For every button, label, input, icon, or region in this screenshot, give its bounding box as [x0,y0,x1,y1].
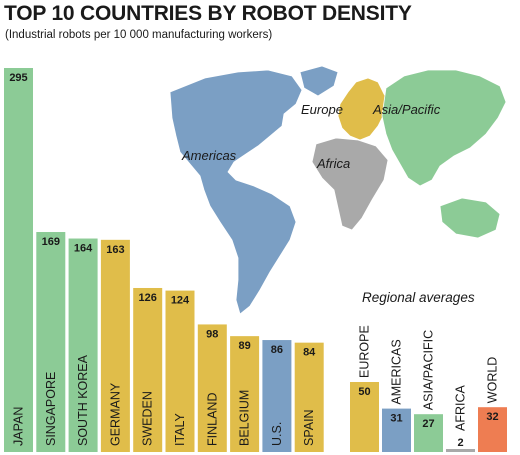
bar-japan [4,68,33,452]
bar-value-singapore: 169 [42,236,60,248]
bar-label-u-s: U.S. [270,422,284,446]
bar-spain [294,342,324,452]
region-bar-europe [350,382,379,452]
bar-germany [100,239,130,452]
world-map: Americas Europe Asia/Pacific Africa [169,65,507,315]
bar-label-belgium: BELGIUM [238,390,252,446]
region-bar-africa [446,449,475,452]
bar-u-s [262,340,292,452]
bar-south-korea [68,238,98,452]
bar-belgium [230,336,260,452]
region-bar-asia-pacific [414,414,443,452]
chart-title: TOP 10 COUNTRIES BY ROBOT DENSITY [4,2,412,25]
bar-label-singapore: SINGAPORE [44,372,58,446]
bar-value-belgium: 89 [238,340,250,352]
bar-label-germany: GERMANY [108,382,122,446]
map-label-americas: Americas [181,148,237,163]
bar-label-finland: FINLAND [205,393,219,446]
map-region-africa [311,137,389,231]
bar-value-sweden: 126 [139,292,157,304]
map-region-americas [169,69,303,315]
bar-label-sweden: SWEDEN [141,391,155,446]
bar-value-japan: 295 [9,72,27,84]
regional-averages-title: Regional averages [362,290,475,305]
region-bar-label-world: WORLD [486,357,500,404]
bar-label-south-korea: SOUTH KOREA [76,354,90,446]
bar-label-italy: ITALY [173,412,187,446]
region-bar-value-americas: 31 [390,413,402,425]
region-bar-value-europe: 50 [358,386,370,398]
bar-value-germany: 163 [106,244,124,256]
region-bar-value-africa: 2 [457,437,463,449]
region-bar-label-europe: EUROPE [358,325,372,378]
bar-singapore [36,232,66,452]
bar-finland [197,324,227,452]
region-bar-americas [382,408,411,452]
map-region-greenland [299,65,339,97]
chart-subtitle: (Industrial robots per 10 000 manufactur… [5,29,273,41]
map-label-asia-pacific: Asia/Pacific [372,102,441,117]
region-bar-world [478,407,507,452]
bar-value-spain: 84 [303,347,316,359]
bar-italy [165,290,195,452]
map-region-asia-pacific [381,69,507,187]
map-region-australia [439,197,501,239]
region-bar-label-africa: AFRICA [454,385,468,432]
bar-value-u-s: 86 [271,344,283,356]
bar-label-japan: JAPAN [12,407,26,446]
bar-sweden [133,287,163,452]
country-bars: 295 JAPAN 169 SINGAPORE 164 SOUTH KOREA 163 GER… [4,68,324,452]
region-bar-label-americas: AMERICAS [390,339,404,404]
region-bar-label-asia-pacific: ASIA/PACIFIC [422,330,436,410]
regional-bars: 50 EUROPE 31 AMERICAS 27 ASIA/PACIFIC 2 AFRICA 3… [350,325,507,452]
bar-value-italy: 124 [171,295,190,307]
bar-label-spain: SPAIN [302,409,316,446]
region-bar-value-asia-pacific: 27 [422,418,434,430]
bar-value-finland: 98 [206,328,218,340]
bar-value-south-korea: 164 [74,243,93,255]
map-label-europe: Europe [301,102,343,117]
map-label-africa: Africa [316,156,350,171]
region-bar-value-world: 32 [486,411,498,423]
